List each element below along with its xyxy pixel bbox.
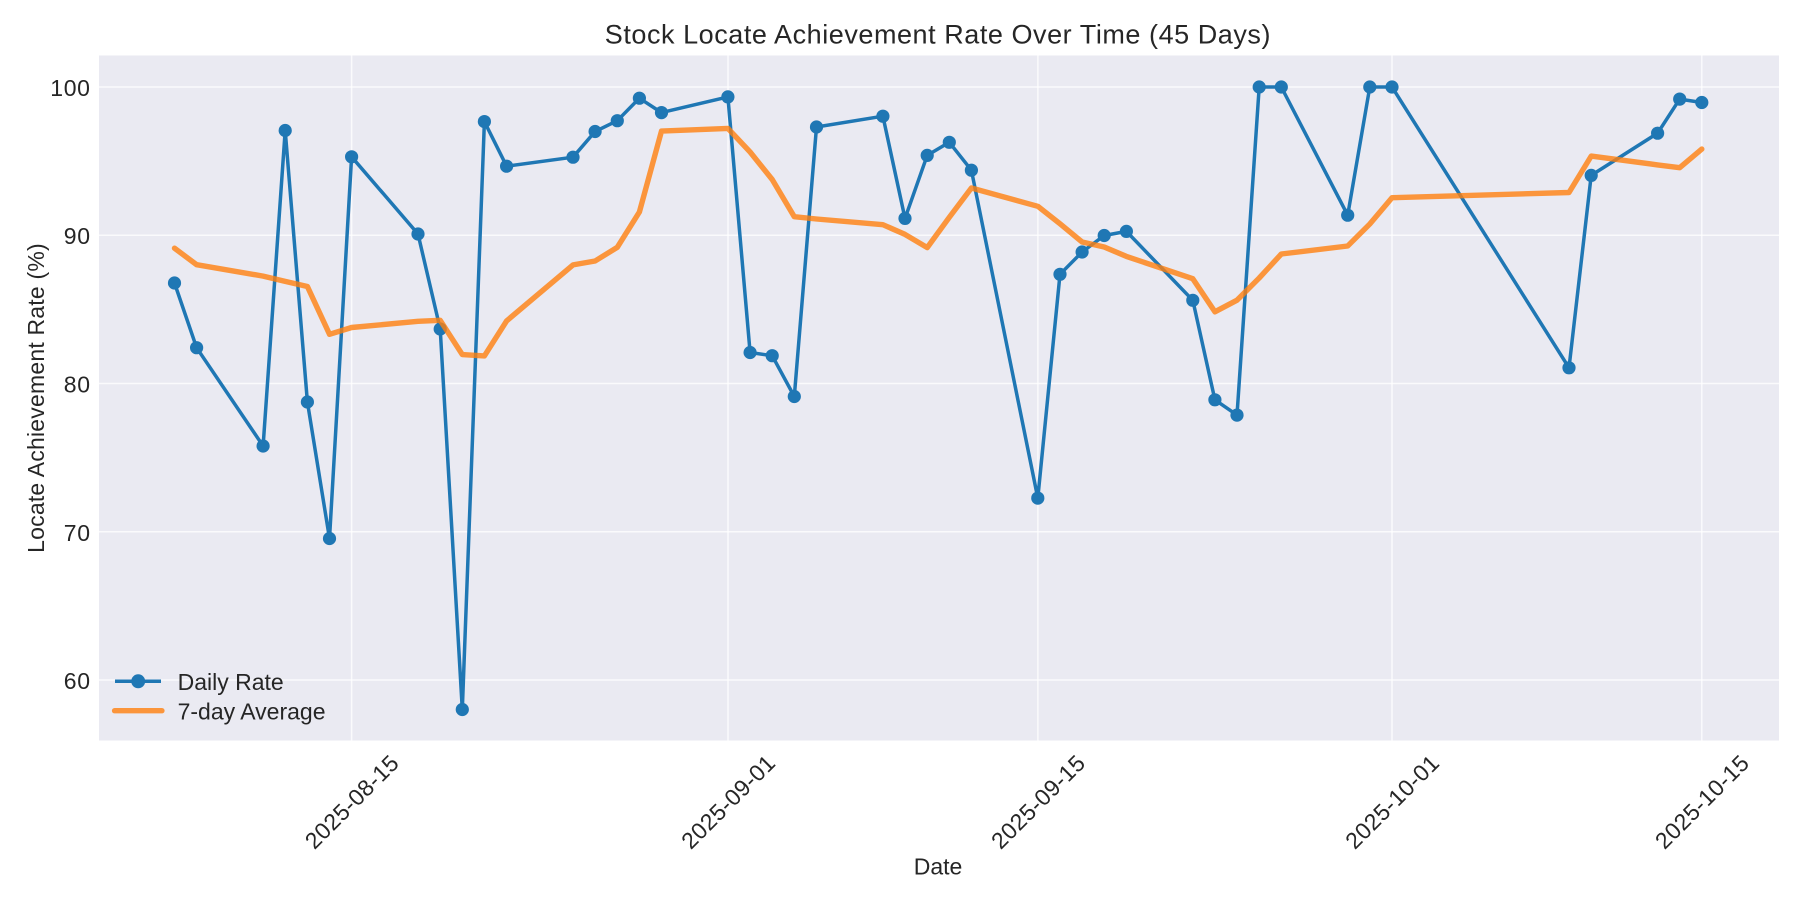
svg-text:80: 80	[64, 372, 91, 398]
svg-text:Daily Rate: Daily Rate	[178, 669, 284, 695]
svg-text:2025-09-01: 2025-09-01	[676, 750, 780, 854]
svg-text:2025-09-15: 2025-09-15	[986, 750, 1090, 854]
svg-text:60: 60	[64, 668, 91, 694]
svg-text:70: 70	[64, 520, 91, 546]
svg-text:7-day Average: 7-day Average	[178, 698, 326, 724]
svg-text:Locate Achievement Rate (%): Locate Achievement Rate (%)	[23, 243, 49, 553]
svg-text:Date: Date	[914, 853, 963, 879]
svg-text:2025-08-15: 2025-08-15	[300, 750, 404, 854]
svg-text:Stock Locate Achievement Rate: Stock Locate Achievement Rate Over Time …	[605, 20, 1271, 50]
svg-text:2025-10-15: 2025-10-15	[1650, 750, 1754, 854]
svg-text:2025-10-01: 2025-10-01	[1340, 750, 1444, 854]
svg-text:100: 100	[50, 75, 90, 101]
svg-text:90: 90	[64, 223, 91, 249]
